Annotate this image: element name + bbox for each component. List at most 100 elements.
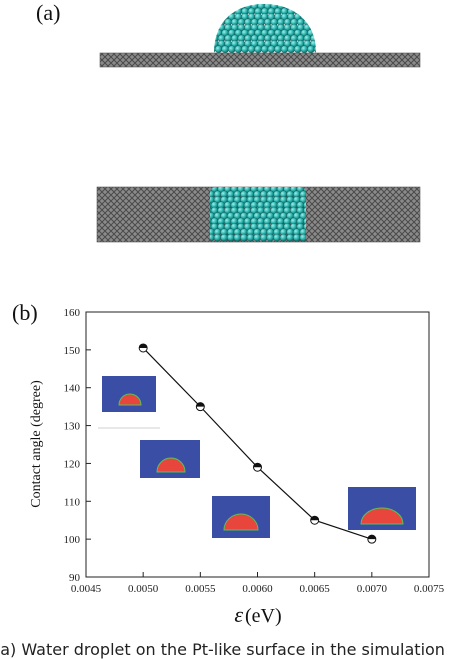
water-molecule [303, 201, 306, 209]
inset-drop-2 [140, 440, 200, 478]
water-molecule [217, 4, 226, 10]
y-tick-label: 160 [64, 307, 81, 319]
water-molecule [313, 12, 316, 21]
water-molecule [307, 7, 315, 16]
water-molecule [260, 45, 269, 53]
y-tick-label: 90 [69, 572, 81, 584]
bottom-snapshot [96, 186, 421, 243]
top-snapshot [99, 4, 421, 68]
data-point [367, 534, 377, 544]
water-molecule [214, 45, 223, 53]
top-droplet [214, 4, 316, 53]
figure-caption: (a) Water droplet on the Pt-like surface… [0, 640, 445, 659]
water-molecule [293, 45, 302, 53]
water-molecule [313, 29, 316, 37]
x-tick-label: 0.0065 [300, 583, 331, 595]
water-molecule [279, 233, 288, 242]
water-molecule [214, 29, 216, 37]
water-molecule [290, 4, 299, 10]
bottom-droplet [210, 187, 306, 242]
x-tick-label: 0.0060 [242, 583, 273, 595]
water-molecule [213, 233, 222, 242]
top-substrate [99, 52, 421, 68]
water-molecule [307, 45, 315, 53]
x-tick-label: 0.0070 [357, 583, 388, 595]
y-tick-label: 130 [64, 421, 81, 433]
water-molecule [292, 233, 301, 242]
water-molecule [254, 45, 263, 53]
water-molecule [266, 233, 275, 242]
water-molecule [300, 7, 309, 16]
inset-drop-1 [102, 376, 156, 412]
y-tick-label: 140 [64, 383, 81, 395]
water-molecule [214, 7, 216, 16]
water-molecule [221, 45, 229, 53]
water-molecule [230, 4, 239, 10]
data-point [310, 515, 320, 525]
water-molecule [299, 233, 306, 242]
x-tick-label: 0.0055 [185, 583, 216, 595]
water-molecule [303, 222, 306, 231]
water-molecule [296, 4, 305, 10]
y-tick-label: 110 [64, 496, 81, 508]
water-molecule [303, 4, 312, 10]
water-molecule [233, 233, 242, 242]
water-molecule [310, 18, 316, 27]
x-tick-label: 0.0075 [414, 583, 445, 595]
water-molecule [303, 217, 306, 226]
x-tick-label: 0.0050 [128, 583, 159, 595]
water-molecule [214, 4, 219, 10]
water-molecule [267, 45, 276, 53]
water-molecule [313, 45, 316, 53]
water-molecule [220, 233, 228, 242]
water-molecule [253, 233, 262, 242]
x-axis: 0.0045 0.0050 0.0055 0.0060 0.0065 0.0070 0.00… [71, 572, 445, 595]
inset-drop-3 [212, 496, 270, 538]
water-molecule [214, 18, 219, 27]
water-molecule [300, 45, 309, 53]
water-molecule [214, 12, 216, 21]
x-tick-label: 0.0045 [71, 583, 102, 595]
water-molecule [214, 23, 219, 32]
water-molecule [273, 233, 281, 242]
water-molecule [214, 34, 219, 43]
y-tick-label: 120 [64, 458, 81, 470]
water-molecule [240, 233, 248, 242]
water-molecule [221, 7, 229, 16]
water-molecule [259, 233, 268, 242]
water-molecule [287, 45, 296, 53]
water-molecule [247, 45, 256, 53]
water-molecule [310, 4, 316, 10]
water-molecule [286, 233, 295, 242]
water-molecule [227, 45, 236, 53]
y-tick-label: 100 [64, 534, 81, 546]
water-molecule [274, 45, 282, 53]
water-molecule [280, 45, 289, 53]
water-molecule [214, 12, 223, 21]
x-axis-unit: (eV) [245, 605, 282, 627]
water-molecule [226, 233, 235, 242]
y-axis: 90 100 110 120 130 140 150 160 [64, 307, 91, 584]
y-axis-title: Contact angle (degree) [29, 380, 44, 508]
panel-b-label: (b) [12, 300, 38, 325]
water-molecule [313, 7, 316, 16]
panel-a-label: (a) [36, 0, 61, 25]
y-tick-label: 150 [64, 345, 81, 357]
data-series [138, 343, 377, 544]
x-axis-symbol: ε [234, 602, 243, 627]
data-point [253, 462, 262, 472]
x-axis-title: ε (eV) [234, 602, 281, 627]
water-molecule [303, 206, 306, 215]
water-molecule [241, 45, 249, 53]
water-molecule [234, 45, 243, 53]
water-molecule [293, 7, 302, 16]
inset-drop-4 [348, 487, 416, 530]
water-molecule [214, 7, 223, 16]
water-molecule [246, 233, 255, 242]
water-molecule [307, 12, 315, 21]
data-point [195, 402, 205, 412]
data-point [138, 343, 148, 353]
water-molecule [224, 4, 232, 10]
